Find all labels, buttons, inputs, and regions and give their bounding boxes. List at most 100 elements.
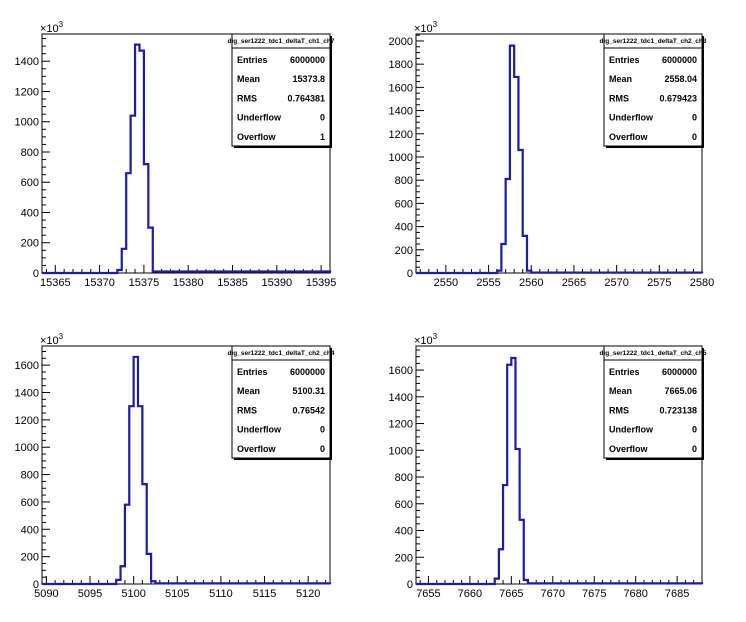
stats-entries-label: Entries [609,367,640,377]
y-multiplier-text: ×103 [40,332,64,347]
stats-entries-value: 6000000 [290,367,325,377]
x-tick-label: 5090 [34,588,58,600]
y-tick-label: 0 [33,268,39,280]
y-multiplier-label: ×103 [40,20,64,35]
y-tick-label: 800 [21,470,39,482]
histogram-panel-2: 0 200 400 600 800 1000 1200 1400 1600 1800 2000 255… [389,20,715,289]
histogram-panel-3: 0 200 400 600 800 1000 1200 1400 1600 5090 5095 510… [15,332,335,600]
y-tick-label: 1200 [389,129,413,141]
y-tick-label: 1600 [15,360,39,372]
x-tick-label: 15370 [84,277,115,289]
stats-rms-value: 0.723138 [659,405,697,415]
stats-rms-label: RMS [237,93,257,103]
x-tick-label: 2565 [562,277,586,289]
stats-box-frame [603,345,703,459]
stats-box: dig_ser1222_tdc1_deltaT_ch2_ch4 Entries 60… [228,345,335,460]
histogram-panel-1: 0 200 400 600 800 1000 1200 1400 15365 15370 15375… [15,20,337,289]
stats-underflow-value: 0 [692,425,697,435]
stats-overflow-label: Overflow [609,132,649,142]
x-tick-label: 5110 [209,588,233,600]
x-tick-label: 7680 [623,588,647,600]
y-multiplier-exponent: 3 [59,20,64,29]
stats-overflow-value: 0 [320,444,325,454]
stats-title: dig_ser1222_tdc1_deltaT_ch2_ch5 [600,350,707,357]
y-tick-label: 0 [33,579,39,591]
stats-box-frame [603,33,703,147]
x-tick-label: 15390 [262,277,293,289]
stats-title: dig_ser1222_tdc1_deltaT_ch1_ch7 [228,38,335,45]
y-multiplier-exponent: 3 [433,20,438,29]
stats-underflow-label: Underflow [237,113,282,123]
y-tick-label: 1200 [389,419,413,431]
stats-box: dig_ser1222_tdc1_deltaT_ch2_ch5 Entries 60… [600,345,707,460]
y-tick-label: 200 [395,245,413,257]
y-multiplier-text: ×103 [414,332,438,347]
y-tick-label: 200 [21,238,39,250]
y-tick-label: 400 [21,524,39,536]
stats-mean-value: 15373.8 [292,74,325,84]
y-tick-label: 1000 [389,152,413,164]
histogram-line [416,356,704,586]
x-tick-label: 15380 [173,277,204,289]
x-tick-label: 2570 [604,277,628,289]
stats-entries-label: Entries [237,367,268,377]
stats-entries-value: 6000000 [290,55,325,65]
x-tick-label: 5100 [121,588,145,600]
stats-title: dig_ser1222_tdc1_deltaT_ch2_ch3 [600,38,707,45]
y-tick-label: 1600 [389,82,413,94]
y-tick-label: 1000 [15,117,39,129]
stats-mean-value: 7665.06 [664,386,697,396]
y-tick-label: 600 [395,198,413,210]
x-tick-label: 5115 [253,588,277,600]
stats-overflow-label: Overflow [237,132,277,142]
plot-frame [41,33,331,274]
y-multiplier-label: ×103 [414,20,438,35]
y-tick-label: 400 [21,207,39,219]
y-multiplier-text: ×103 [414,20,438,35]
x-tick-label: 7670 [541,588,565,600]
y-tick-label: 1200 [15,415,39,427]
y-tick-label: 1600 [389,365,413,377]
stats-underflow-value: 0 [692,113,697,123]
stats-box-shadow-bottom [234,146,332,148]
y-multiplier-text: ×103 [40,20,64,35]
y-tick-label: 0 [407,268,413,280]
stats-underflow-value: 0 [320,425,325,435]
y-multiplier-label: ×103 [414,332,438,347]
stats-rms-label: RMS [609,405,629,415]
stats-box-frame [231,33,331,147]
y-tick-label: 1000 [389,445,413,457]
y-tick-label: 0 [407,579,413,591]
stats-entries-label: Entries [237,55,268,65]
y-tick-label: 1400 [389,392,413,404]
x-tick-label: 7655 [416,588,440,600]
stats-box-shadow-bottom [606,146,704,148]
y-tick-label: 800 [395,175,413,187]
stats-rms-value: 0.76542 [292,405,325,415]
y-multiplier-exponent: 3 [433,332,438,341]
histogram-line [42,43,332,275]
histogram-line [42,355,332,586]
y-tick-label: 400 [395,222,413,234]
x-tick-label: 7685 [665,588,689,600]
x-tick-label: 7675 [582,588,606,600]
stats-overflow-value: 0 [692,132,697,142]
stats-mean-value: 2558.04 [664,74,697,84]
x-tick-label: 2580 [690,277,714,289]
stats-title: dig_ser1222_tdc1_deltaT_ch2_ch4 [228,350,335,357]
stats-mean-label: Mean [609,74,632,84]
stats-mean-value: 5100.31 [292,386,325,396]
stats-entries-value: 6000000 [662,367,697,377]
x-tick-label: 2575 [647,277,671,289]
stats-mean-label: Mean [237,386,260,396]
stats-rms-value: 0.679423 [659,93,697,103]
y-multiplier-base: ×10 [414,23,433,35]
stats-entries-value: 6000000 [662,55,697,65]
y-tick-label: 600 [395,499,413,511]
y-multiplier-base: ×10 [40,23,59,35]
histogram-panel-4: 0 200 400 600 800 1000 1200 1400 1600 7655 7660 766… [389,332,707,600]
x-tick-label: 15375 [129,277,160,289]
x-tick-label: 7660 [458,588,482,600]
y-tick-label: 600 [21,497,39,509]
